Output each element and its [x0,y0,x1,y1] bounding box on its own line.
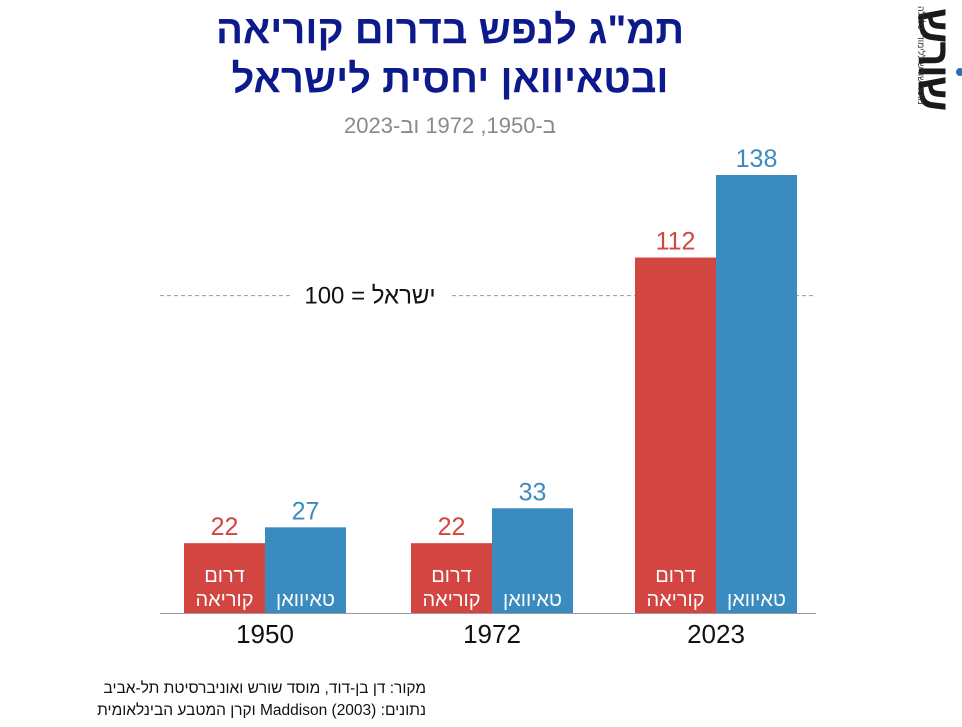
bar-series-label-korea-1972-0: דרום [431,565,472,587]
bar-series-label-korea-1950-0: דרום [204,565,245,587]
bar-series-label-taiwan-2023-0: טאיוואן [727,589,786,611]
bar-series-label-korea-2023-0: דרום [655,565,696,587]
title-line-2: ובטאיוואן יחסית לישראל [231,57,669,101]
chart-subtitle: ב-1950, 1972 וב-2023 [344,113,556,138]
data-label-korea-1950: 22 [211,513,239,541]
data-label-korea-2023: 112 [656,228,696,256]
bar-taiwan-1972 [492,508,573,613]
source-note: מקור: דן בן-דוד, מוסד שורש ואוניברסיטת ת… [97,678,426,722]
bar-korea-1950 [184,543,265,613]
bar-korea-1972 [411,543,492,613]
data-label-taiwan-1972: 33 [519,478,547,506]
bar-taiwan-1950 [265,527,346,613]
bar-series-label-taiwan-1972-0: טאיוואן [503,589,562,611]
x-axis-tick-label-1972: 1972 [463,619,521,649]
bar-korea-2023 [635,257,716,613]
chart-title: תמ"ג לנפש בדרום קוריאה ובטאיוואן יחסית ל… [0,6,900,104]
bar-series-label-taiwan-1950-0: טאיוואן [276,589,335,611]
source-line-2: נתונים: Maddison (2003) וקרן המטבע הבינל… [97,702,426,719]
x-axis-tick-label-1950: 1950 [236,619,294,649]
title-line-1: תמ"ג לנפש בדרום קוריאה [215,8,685,52]
logo-dot-icon [956,68,962,76]
data-label-korea-1972: 22 [438,513,466,541]
reference-line-label: ישראל = 100 [304,283,435,310]
bar-series-label-korea-1972-1: קוריאה [422,589,480,611]
bar-taiwan-2023 [716,175,797,613]
shoresh-logo: שורש [909,4,962,120]
data-label-taiwan-1950: 27 [292,497,320,525]
bar-series-label-korea-2023-1: קוריאה [646,589,704,611]
source-line-1: מקור: דן בן-דוד, מוסד שורש ואוניברסיטת ת… [103,680,426,697]
logo-tagline: מוסד שורש ללימודי כלכלה [916,6,926,105]
data-label-taiwan-2023: 138 [736,145,778,173]
bar-series-label-korea-1950-1: קוריאה [195,589,253,611]
logo-wordmark: שורש [909,8,958,110]
x-axis-tick-label-2023: 2023 [687,619,745,649]
